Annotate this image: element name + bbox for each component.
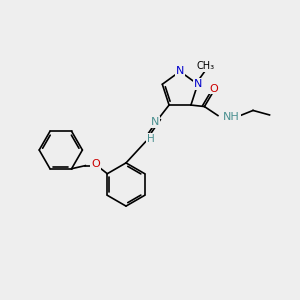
Text: CH₃: CH₃ (196, 61, 214, 71)
Text: O: O (91, 159, 100, 169)
Text: NH: NH (223, 112, 240, 122)
Text: N: N (194, 79, 202, 89)
Text: O: O (209, 83, 218, 94)
Text: H: H (147, 134, 154, 144)
Text: N: N (176, 66, 184, 76)
Text: N: N (151, 117, 159, 127)
